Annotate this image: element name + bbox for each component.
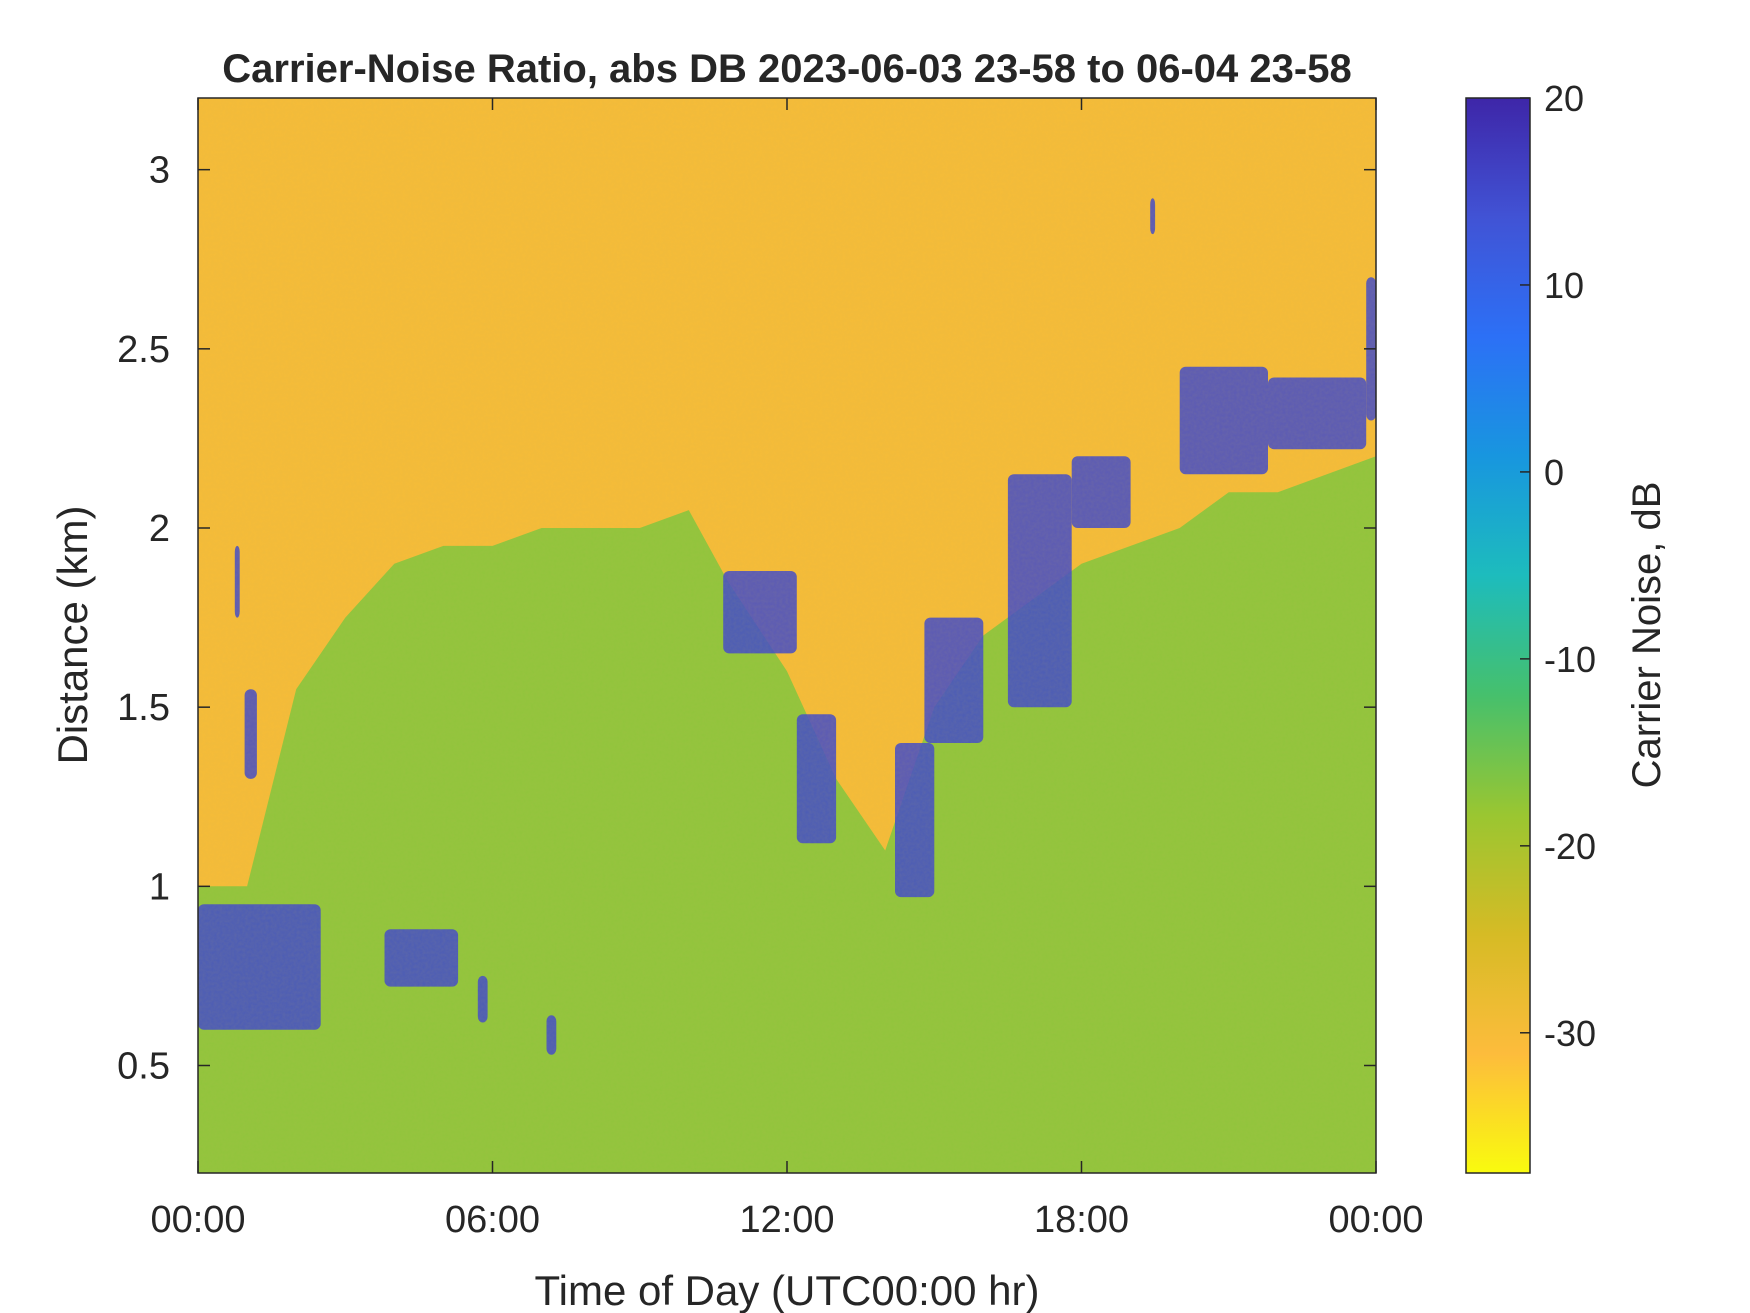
y-tick-label: 1 bbox=[149, 866, 170, 908]
colorbar: 20 10 0 -10 -20 -30 bbox=[1465, 78, 1596, 1174]
x-tick-label: 00:00 bbox=[150, 1199, 245, 1241]
colorbar-gradient bbox=[1465, 97, 1531, 1174]
x-tick-label: 12:00 bbox=[739, 1199, 834, 1241]
colorbar-tick-label: 10 bbox=[1544, 265, 1584, 306]
x-axis: 00:00 06:00 12:00 18:00 00:00 bbox=[150, 98, 1424, 1241]
colorbar-tick-label: -20 bbox=[1544, 826, 1596, 867]
x-tick-label: 18:00 bbox=[1034, 1199, 1129, 1241]
y-axis-label: Distance (km) bbox=[49, 505, 96, 764]
colorbar-tick-label: -10 bbox=[1544, 639, 1596, 680]
heatmap-noise-texture bbox=[198, 98, 1376, 1173]
y-axis: 0.5 1 1.5 2 2.5 3 bbox=[117, 150, 1376, 1088]
colorbar-tick-label: 0 bbox=[1544, 452, 1564, 493]
colorbar-tick-label: -30 bbox=[1544, 1013, 1596, 1054]
colorbar-tick-label: 20 bbox=[1544, 78, 1584, 119]
y-tick-label: 0.5 bbox=[117, 1046, 170, 1088]
x-tick-label: 00:00 bbox=[1328, 1199, 1423, 1241]
plot-area bbox=[197, 97, 1377, 1174]
x-tick-label: 06:00 bbox=[445, 1199, 540, 1241]
colorbar-label: Carrier Noise, dB bbox=[1625, 482, 1669, 789]
x-axis-label: Time of Day (UTC00:00 hr) bbox=[535, 1267, 1040, 1313]
y-tick-label: 2.5 bbox=[117, 329, 170, 371]
y-tick-label: 1.5 bbox=[117, 687, 170, 729]
y-tick-label: 3 bbox=[149, 150, 170, 192]
y-tick-label: 2 bbox=[149, 508, 170, 550]
chart-title: Carrier-Noise Ratio, abs DB 2023-06-03 2… bbox=[222, 47, 1351, 91]
